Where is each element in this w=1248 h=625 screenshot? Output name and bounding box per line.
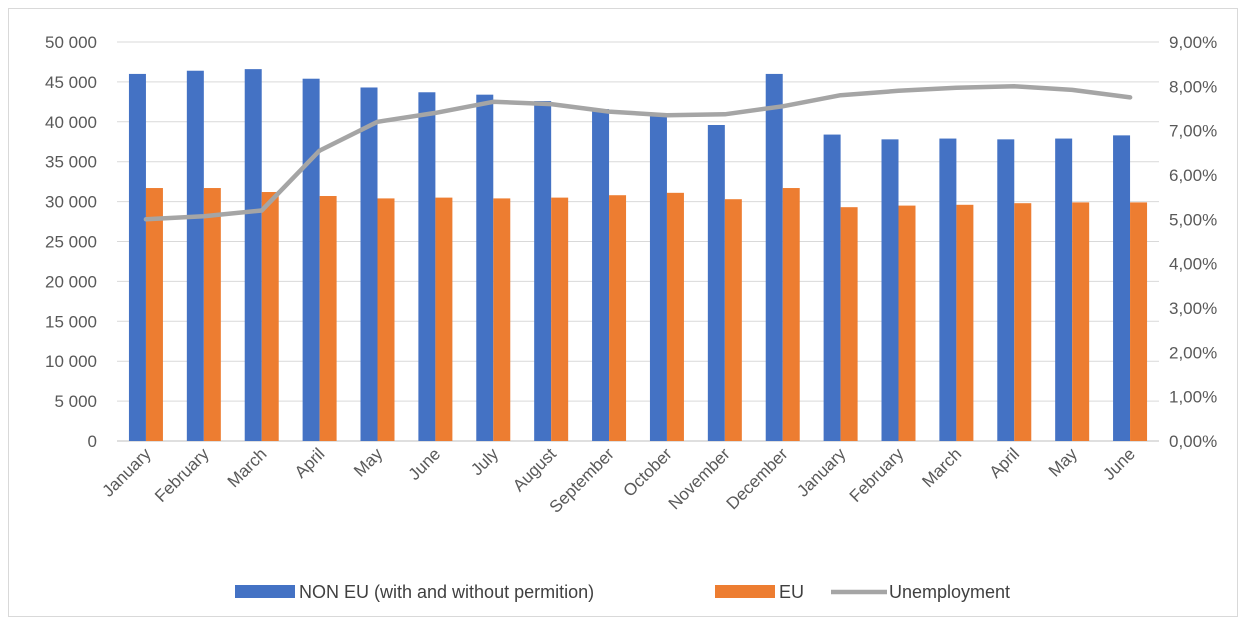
chart-frame: 0 5 000 10 000 15 000 20 000 25 000 30 000 35 0… (8, 8, 1238, 617)
bar-eu (724, 199, 742, 441)
bar-eu (435, 197, 453, 441)
legend-label: EU (779, 582, 804, 602)
bar-eu (840, 207, 858, 441)
bar-non-eu (1113, 135, 1131, 441)
category-label: March (918, 444, 965, 491)
category-label: April (291, 444, 328, 481)
left-tick-label: 15 000 (45, 312, 97, 331)
legend-swatch (235, 585, 295, 598)
bar-non-eu (881, 139, 899, 441)
category-label: October (620, 444, 676, 500)
right-tick-label: 9,00% (1169, 33, 1217, 52)
category-label: February (151, 444, 213, 506)
left-tick-label: 40 000 (45, 113, 97, 132)
category-label: August (509, 444, 560, 495)
category-label: January (793, 444, 850, 501)
bar-non-eu (244, 69, 262, 441)
right-tick-label: 3,00% (1169, 299, 1217, 318)
bar-eu (1130, 202, 1148, 441)
bar-eu (666, 192, 684, 441)
legend-item: Unemployment (831, 582, 1010, 602)
left-axis-labels: 0 5 000 10 000 15 000 20 000 25 000 30 000 35 0… (45, 33, 97, 451)
combo-chart: 0 5 000 10 000 15 000 20 000 25 000 30 000 35 0… (45, 33, 1217, 602)
legend-label: Unemployment (889, 582, 1010, 602)
legend-label: NON EU (with and without permition) (299, 582, 594, 602)
bar-non-eu (592, 109, 610, 442)
bar-eu (1072, 202, 1090, 441)
bar-eu (261, 192, 279, 441)
bar-non-eu (649, 113, 667, 441)
right-tick-label: 6,00% (1169, 166, 1217, 185)
legend: NON EU (with and without permition) EU Une… (235, 582, 1010, 602)
legend-item: NON EU (with and without permition) (235, 582, 594, 602)
bar-non-eu (476, 94, 494, 441)
legend-item: EU (715, 582, 804, 602)
bar-non-eu (418, 92, 436, 442)
bar-eu (609, 195, 627, 441)
bar-eu (956, 204, 974, 441)
right-axis-labels: 0,00% 1,00% 2,00% 3,00% 4,00% 5,00% 6,00% 7,00%… (1169, 33, 1217, 451)
gridlines (117, 41, 1159, 442)
bars (128, 69, 1148, 442)
bar-eu (377, 198, 395, 441)
category-label: May (1045, 444, 1081, 480)
right-tick-label: 1,00% (1169, 388, 1217, 407)
bar-eu (145, 188, 163, 441)
right-tick-label: 2,00% (1169, 343, 1217, 362)
bar-non-eu (939, 138, 957, 442)
right-tick-label: 0,00% (1169, 432, 1217, 451)
category-label: June (405, 444, 445, 484)
left-tick-label: 45 000 (45, 73, 97, 92)
bar-eu (1014, 203, 1032, 441)
bar-eu (203, 188, 221, 441)
bar-non-eu (823, 134, 841, 441)
category-label: March (224, 444, 271, 491)
left-tick-label: 5 000 (54, 392, 97, 411)
category-label: July (467, 444, 502, 479)
bar-eu (551, 197, 569, 441)
right-tick-label: 7,00% (1169, 122, 1217, 141)
bar-non-eu (360, 87, 378, 442)
bar-eu (493, 198, 511, 441)
bar-non-eu (1055, 138, 1073, 442)
bar-eu (782, 188, 800, 441)
right-tick-label: 4,00% (1169, 255, 1217, 274)
bar-non-eu (707, 124, 725, 441)
category-label: June (1099, 444, 1139, 484)
right-tick-label: 5,00% (1169, 210, 1217, 229)
left-tick-label: 10 000 (45, 352, 97, 371)
left-tick-label: 25 000 (45, 233, 97, 252)
left-tick-label: 30 000 (45, 193, 97, 212)
bar-eu (898, 205, 916, 441)
left-tick-label: 35 000 (45, 153, 97, 172)
category-label: January (99, 444, 156, 501)
bar-non-eu (534, 101, 552, 441)
category-label: April (986, 444, 1023, 481)
left-tick-label: 20 000 (45, 272, 97, 291)
left-tick-label: 50 000 (45, 33, 97, 52)
bar-non-eu (765, 73, 783, 442)
unemployment-series-line (143, 84, 1133, 222)
unemployment-line (143, 84, 1133, 222)
bar-non-eu (997, 139, 1015, 441)
bar-non-eu (302, 78, 320, 441)
category-label: February (846, 444, 908, 506)
left-tick-label: 0 (88, 432, 97, 451)
legend-swatch (715, 585, 775, 598)
bar-eu (319, 196, 337, 441)
category-label: December (723, 444, 792, 513)
category-label: May (350, 444, 386, 480)
bar-non-eu (128, 73, 146, 442)
bar-non-eu (186, 70, 204, 441)
right-tick-label: 8,00% (1169, 77, 1217, 96)
category-label: November (665, 444, 734, 513)
